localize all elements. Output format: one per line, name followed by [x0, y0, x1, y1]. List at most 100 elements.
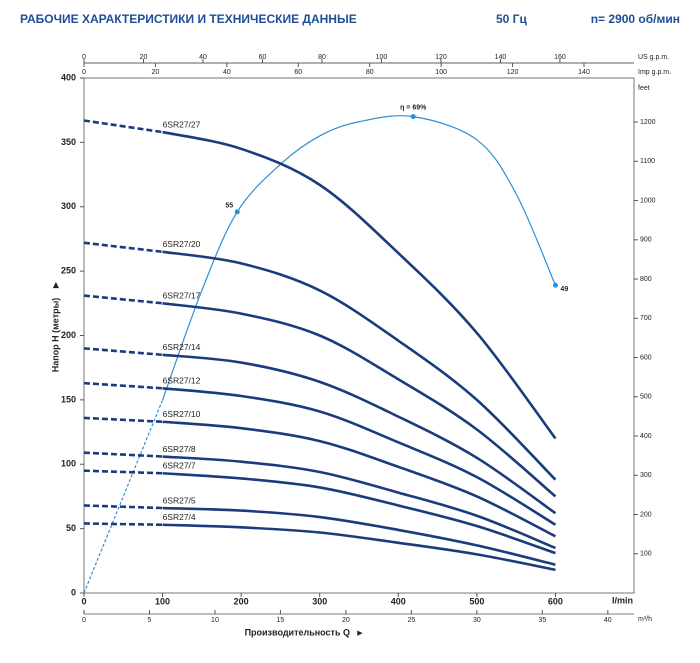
pump-curve — [162, 130, 557, 440]
y2-tick-label: 1000 — [640, 197, 656, 204]
y2-tick-label: 300 — [640, 472, 652, 479]
pump-curve — [162, 506, 556, 566]
efficiency-label: η = 69% — [400, 104, 427, 111]
pump-label: 6SR27/4 — [163, 512, 196, 522]
pump-curve-dashed — [83, 119, 163, 134]
chart-title: РАБОЧИЕ ХАРАКТЕРИСТИКИ И ТЕХНИЧЕСКИЕ ДАН… — [20, 12, 357, 26]
pump-label: 6SR27/8 — [163, 444, 196, 454]
pump-label: 6SR27/27 — [163, 119, 201, 129]
pump-curve — [162, 523, 556, 572]
y-tick-label: 150 — [61, 394, 76, 404]
axis-tick-label: 10 — [211, 617, 219, 624]
axis-tick-label: 20 — [152, 69, 160, 76]
pump-curve-dashed — [83, 347, 163, 357]
pump-label: 6SR27/5 — [163, 495, 196, 505]
pump-label: 6SR27/20 — [163, 239, 201, 249]
y2-tick-label: 600 — [640, 354, 652, 361]
axis-tick-label: 20 — [342, 617, 350, 624]
pump-curve — [162, 420, 557, 538]
axis-tick-label: 120 — [435, 54, 447, 61]
frequency: 50 Гц — [496, 12, 527, 26]
pump-curve-dashed — [83, 416, 163, 424]
axis-tick-label: 60 — [294, 69, 302, 76]
efficiency-point — [410, 114, 416, 120]
arrow: ▶ — [357, 630, 363, 637]
pump-curve — [162, 302, 557, 498]
axis-tick-label: 20 — [140, 54, 148, 61]
pump-label: 6SR27/17 — [163, 291, 201, 301]
y2-tick-label: 200 — [640, 511, 652, 518]
pump-curve — [162, 471, 556, 555]
y2-tick-label: 900 — [640, 237, 652, 244]
y2-tick-label: 400 — [640, 433, 652, 440]
axis-tick-label: 0 — [82, 69, 86, 76]
y-tick-label: 250 — [61, 266, 76, 276]
x-tick-label: 300 — [312, 596, 327, 606]
axis-tick-label: 40 — [604, 617, 612, 624]
arrow: ▶ — [51, 281, 60, 288]
axis-tick-label: 5 — [148, 617, 152, 624]
pump-curve — [162, 455, 556, 550]
y2-tick-label: 700 — [640, 315, 652, 322]
y-tick-label: 200 — [61, 330, 76, 340]
axis-tick-label: 0 — [82, 54, 86, 61]
axis-unit: m³/h — [638, 616, 652, 623]
efficiency-label: 49 — [560, 286, 568, 293]
pump-curve — [162, 250, 557, 481]
x-axis-title: Производительность Q — [245, 627, 350, 637]
x-tick-label: 100 — [155, 596, 170, 606]
x-tick-label: 500 — [469, 596, 484, 606]
y-tick-label: 50 — [66, 523, 76, 533]
axis-tick-label: 80 — [366, 69, 374, 76]
axis-tick-label: 40 — [199, 54, 207, 61]
axis-tick-label: 160 — [554, 54, 566, 61]
pump-curve — [162, 386, 557, 526]
axis-tick-label: 80 — [318, 54, 326, 61]
pump-curve-dashed — [83, 522, 163, 527]
x-tick-label: 400 — [391, 596, 406, 606]
efficiency-curve — [162, 115, 556, 401]
y2-tick-label: 500 — [640, 394, 652, 401]
pump-label: 6SR27/10 — [163, 409, 201, 419]
pump-curve-dashed — [83, 381, 163, 390]
axis-tick-label: 15 — [277, 617, 285, 624]
pump-curve — [162, 353, 557, 515]
axis-unit: Imp g.p.m. — [638, 69, 671, 76]
y-tick-label: 0 — [71, 587, 76, 597]
axis-tick-label: 100 — [435, 69, 447, 76]
speed: n= 2900 об/мин — [591, 12, 680, 26]
y2-tick-label: 1200 — [640, 119, 656, 126]
y-tick-label: 100 — [61, 459, 76, 469]
pump-curve-dashed — [83, 451, 163, 458]
pump-curve-dashed — [83, 504, 163, 510]
x-unit: l/min — [612, 595, 633, 605]
pump-label: 6SR27/7 — [163, 461, 196, 471]
efficiency-dashed — [83, 399, 164, 594]
y-tick-label: 400 — [61, 72, 76, 82]
axis-tick-label: 0 — [82, 617, 86, 624]
efficiency-point — [234, 209, 240, 215]
y-axis-title: Напор H (метры) — [50, 298, 60, 373]
pump-curve-dashed — [83, 241, 163, 254]
pump-curve-dashed — [83, 294, 163, 305]
pump-label: 6SR27/12 — [163, 376, 201, 386]
axis-tick-label: 100 — [376, 54, 388, 61]
y2-tick-label: 800 — [640, 276, 652, 283]
pump-label: 6SR27/14 — [163, 342, 201, 352]
axis-tick-label: 40 — [223, 69, 231, 76]
efficiency-label: 55 — [225, 203, 233, 210]
y-tick-label: 300 — [61, 201, 76, 211]
axis-tick-label: 140 — [578, 69, 590, 76]
x-tick-label: 0 — [81, 596, 86, 606]
y2-tick-label: 1100 — [640, 158, 655, 165]
y2-axis-title: feet — [638, 85, 650, 92]
axis-unit: US g.p.m. — [638, 54, 669, 61]
pump-curve-dashed — [83, 469, 163, 475]
x-tick-label: 200 — [234, 596, 249, 606]
axis-tick-label: 25 — [407, 617, 415, 624]
axis-tick-label: 120 — [507, 69, 519, 76]
y2-tick-label: 100 — [640, 551, 652, 558]
axis-tick-label: 35 — [538, 617, 546, 624]
